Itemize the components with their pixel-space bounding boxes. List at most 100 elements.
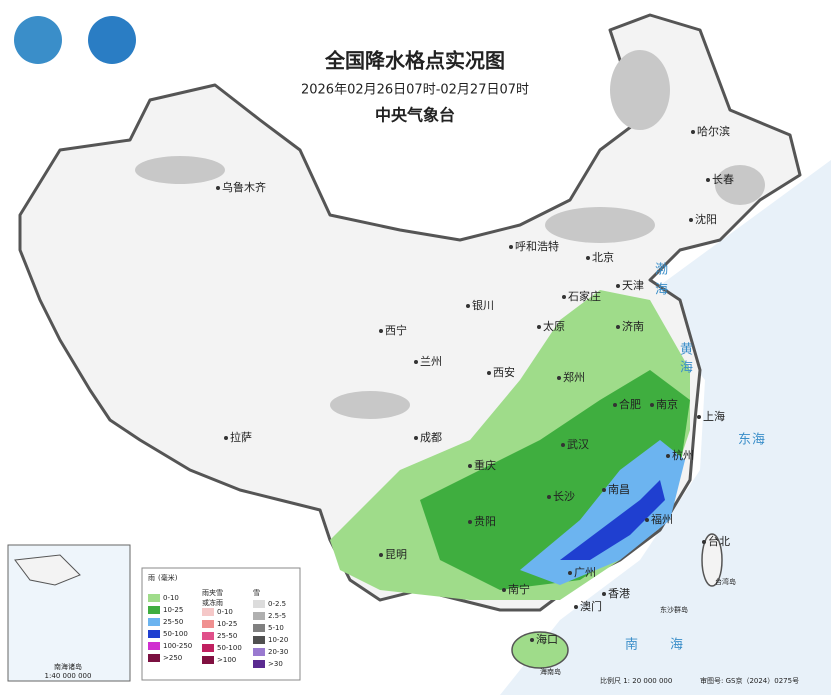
city-label: 杭州 bbox=[672, 448, 694, 462]
sea-label: 海 bbox=[655, 283, 668, 298]
approval-text: 审图号: GS京（2024）0275号 bbox=[700, 676, 799, 685]
legend-range: 10-20 bbox=[268, 636, 288, 644]
city-label: 武汉 bbox=[567, 438, 589, 451]
sea-labels: 渤海黄海东 海南海 bbox=[625, 262, 765, 653]
legend-title: 雨 bbox=[148, 574, 155, 582]
map-agency: 中央气象台 bbox=[375, 106, 455, 125]
legend-swatch bbox=[202, 632, 214, 640]
city-dot bbox=[702, 540, 706, 544]
city-dot bbox=[216, 186, 220, 190]
city-label: 郑州 bbox=[563, 370, 585, 384]
city-label: 海口 bbox=[536, 632, 558, 646]
city-dot bbox=[613, 403, 617, 407]
city-label: 长春 bbox=[712, 173, 734, 186]
city-label: 广州 bbox=[574, 566, 596, 579]
snow-patch bbox=[545, 207, 655, 243]
legend-swatch bbox=[202, 644, 214, 652]
city-dot bbox=[650, 403, 654, 407]
legend-swatch bbox=[148, 618, 160, 626]
city-label: 天津 bbox=[622, 279, 644, 292]
legend-frame bbox=[141, 567, 301, 681]
legend-swatch bbox=[253, 648, 265, 656]
city-dot bbox=[414, 360, 418, 364]
scale-text: 比例尺 1: 20 000 000 bbox=[600, 676, 672, 685]
city-dot bbox=[689, 218, 693, 222]
legend-range: 0-10 bbox=[163, 594, 179, 602]
map-title: 全国降水格点实况图 bbox=[324, 49, 505, 73]
city-dot bbox=[468, 520, 472, 524]
legend-range: >100 bbox=[217, 656, 236, 664]
city-label: 太原 bbox=[543, 320, 565, 333]
city-label: 福州 bbox=[651, 512, 673, 526]
legend-range: 2.5-5 bbox=[268, 612, 286, 620]
sea-label: 海 bbox=[752, 433, 765, 448]
city-dot bbox=[562, 295, 566, 299]
sea-label: 东 bbox=[738, 433, 751, 448]
city-dot bbox=[468, 464, 472, 468]
legend-swatch bbox=[202, 608, 214, 616]
city-dot bbox=[568, 571, 572, 575]
city-dot bbox=[691, 130, 695, 134]
legend-title: 雨夹雪 bbox=[202, 588, 223, 597]
city-dot bbox=[530, 638, 534, 642]
city-label: 西安 bbox=[493, 365, 515, 379]
city-dot bbox=[557, 376, 561, 380]
city-dot bbox=[574, 605, 578, 609]
city-label: 哈尔滨 bbox=[697, 124, 730, 138]
logo-nmc bbox=[88, 16, 136, 64]
city-label: 香港 bbox=[608, 587, 630, 600]
city-label: 西宁 bbox=[385, 323, 407, 337]
city-dot bbox=[561, 443, 565, 447]
city-dot bbox=[502, 588, 506, 592]
legend-range: 10-25 bbox=[217, 620, 237, 628]
hainan-island bbox=[511, 631, 569, 669]
legend-range: 0-2.5 bbox=[268, 600, 286, 608]
legend-swatch bbox=[253, 660, 265, 668]
island-label: 海南岛 bbox=[540, 667, 561, 676]
legend-swatch bbox=[202, 656, 214, 664]
city-label: 台北 bbox=[708, 534, 730, 548]
city-dot bbox=[616, 284, 620, 288]
legend-swatch bbox=[253, 600, 265, 608]
snow-patch bbox=[715, 165, 765, 205]
city-label: 澳门 bbox=[580, 599, 602, 613]
legend-swatch bbox=[148, 654, 160, 662]
city-label: 济南 bbox=[622, 319, 644, 333]
city-dot bbox=[706, 178, 710, 182]
city-dot bbox=[602, 592, 606, 596]
city-label: 上海 bbox=[703, 409, 725, 423]
sea-label: 黄 bbox=[680, 343, 693, 358]
city-label: 成都 bbox=[420, 431, 442, 444]
city-dot bbox=[586, 256, 590, 260]
sea-label: 渤 bbox=[655, 262, 668, 278]
city-label: 贵阳 bbox=[474, 515, 496, 528]
city-label: 合肥 bbox=[619, 397, 641, 411]
city-label: 昆明 bbox=[385, 548, 407, 561]
legend-range: 5-10 bbox=[268, 624, 284, 632]
legend-swatch bbox=[253, 612, 265, 620]
legend-range: >30 bbox=[268, 660, 283, 668]
city-dot bbox=[224, 436, 228, 440]
legend-range: >250 bbox=[163, 654, 182, 662]
legend-swatch bbox=[253, 636, 265, 644]
legend-range: 25-50 bbox=[163, 618, 183, 626]
city-dot bbox=[466, 304, 470, 308]
city-label: 乌鲁木齐 bbox=[222, 180, 266, 194]
legend-range: 50-100 bbox=[163, 630, 188, 638]
city-dot bbox=[697, 415, 701, 419]
city-dot bbox=[666, 454, 670, 458]
city-label: 沈阳 bbox=[695, 212, 717, 226]
city-dot bbox=[379, 329, 383, 333]
snow-patch bbox=[135, 156, 225, 184]
city-label: 南宁 bbox=[508, 582, 530, 596]
sea-label: 南 bbox=[625, 637, 638, 653]
island-label: 东沙群岛 bbox=[660, 605, 688, 614]
legend-range: 25-50 bbox=[217, 632, 237, 640]
city-label: 南昌 bbox=[608, 483, 630, 496]
legend-range: 50-100 bbox=[217, 644, 242, 652]
legend-range: 100-250 bbox=[163, 642, 192, 650]
legend-range: 0-10 bbox=[217, 608, 233, 616]
legend-swatch bbox=[148, 630, 160, 638]
